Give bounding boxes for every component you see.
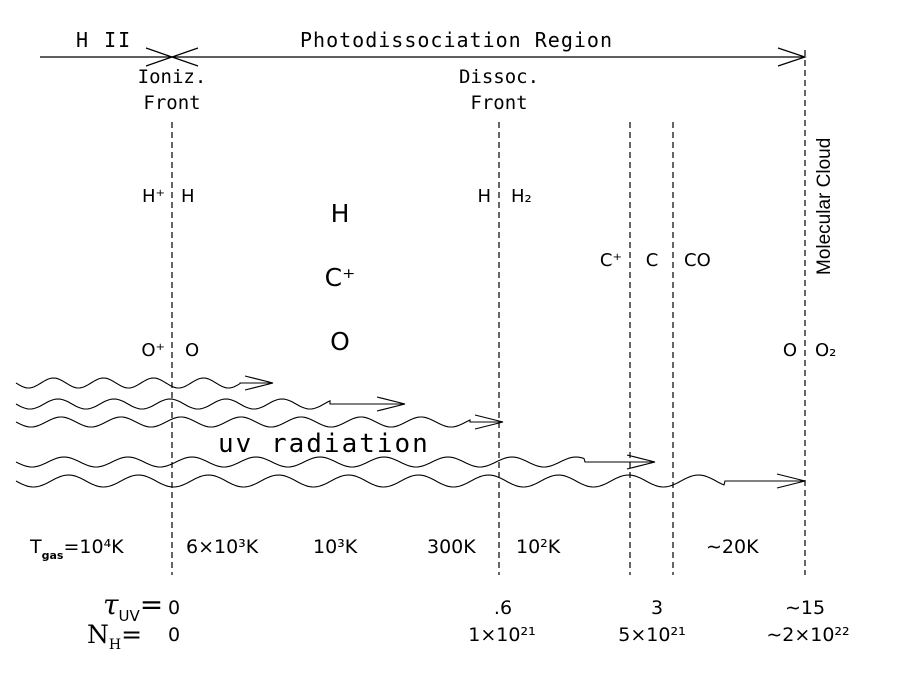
temp-1e2: 10²K xyxy=(516,536,561,558)
dissoc-front-label-1: Dissoc. xyxy=(459,66,539,88)
uv-radiation-label: uv radiation xyxy=(218,429,430,459)
species-h-plus: H⁺ xyxy=(142,186,165,207)
tau-value-2: 3 xyxy=(651,597,663,619)
species-h-left: H xyxy=(181,186,195,207)
t-gas-value: =10⁴K xyxy=(63,536,124,558)
uv-wave-arrowhead-4 xyxy=(626,454,656,470)
pdr-arrow-head-right xyxy=(777,47,807,67)
species-h-mid: H xyxy=(477,186,491,207)
species-c-right: C xyxy=(646,250,659,271)
nh-equals: = xyxy=(121,620,142,649)
uv-wave-1 xyxy=(15,377,273,389)
hii-label: H II xyxy=(76,28,132,52)
temp-20: ∼20K xyxy=(706,536,759,558)
nh-label: NH= xyxy=(87,620,142,653)
nh-value-1: 1×10²¹ xyxy=(468,624,535,646)
dissoc-front-label-2: Front xyxy=(470,92,527,114)
nh-value-3: ∼2×10²² xyxy=(766,624,849,646)
uv-wave-group xyxy=(15,375,806,489)
uv-wave-arrowhead-5 xyxy=(776,473,806,489)
species-h-big: H xyxy=(331,199,350,228)
region-arrows xyxy=(40,47,807,67)
tau-label: τUV= xyxy=(103,588,163,625)
temp-6e3: 6×10³K xyxy=(186,536,259,558)
t-gas-subscript: gas xyxy=(42,549,64,562)
pdr-arrow-head-left xyxy=(170,47,199,67)
tau-value-3: ∼15 xyxy=(785,597,825,619)
species-o-big: O xyxy=(330,327,350,356)
species-o2: O₂ xyxy=(815,340,836,361)
species-o-plus: O⁺ xyxy=(141,340,165,361)
tau-value-1: .6 xyxy=(494,597,512,619)
tau-value-0: 0 xyxy=(168,597,180,619)
nh-value-0: 0 xyxy=(168,624,180,646)
uv-wave-arrowhead-3 xyxy=(474,414,504,430)
uv-wave-4 xyxy=(15,456,655,468)
uv-wave-arrowhead-2 xyxy=(376,396,406,412)
uv-wave-5 xyxy=(15,474,805,488)
species-c-plus-big: C⁺ xyxy=(325,263,356,292)
species-c-plus-right: C⁺ xyxy=(600,250,622,271)
uv-wave-arrowhead-1 xyxy=(244,375,274,391)
species-o-left: O xyxy=(185,340,199,361)
ioniz-front-label-1: Ioniz. xyxy=(138,66,207,88)
nh-subscript: H xyxy=(109,637,121,653)
temp-300: 300K xyxy=(427,536,476,558)
nh-symbol: N xyxy=(87,620,109,649)
uv-wave-2 xyxy=(15,398,405,410)
nh-value-2: 5×10²¹ xyxy=(618,624,685,646)
species-h2: H₂ xyxy=(511,186,532,207)
tau-subscript: UV xyxy=(119,607,141,625)
temp-1e3: 10³K xyxy=(313,536,358,558)
pdr-label: Photodissociation Region xyxy=(300,28,613,52)
t-gas-label: Tgas=10⁴K xyxy=(29,536,124,562)
species-o-right: O xyxy=(783,340,797,361)
front-lines xyxy=(171,50,806,575)
tau-equals: = xyxy=(140,588,163,621)
molecular-cloud-label: Molecular Cloud xyxy=(814,138,835,275)
uv-wave-3 xyxy=(15,416,503,428)
tau-symbol: τ xyxy=(103,588,119,621)
species-co: CO xyxy=(684,250,711,271)
t-gas-symbol: T xyxy=(29,536,42,558)
ioniz-front-label-2: Front xyxy=(143,92,200,114)
